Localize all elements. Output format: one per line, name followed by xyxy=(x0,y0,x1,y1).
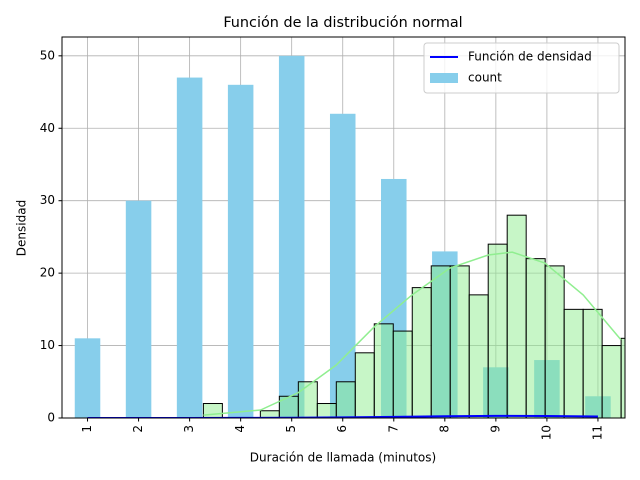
y-tick-label: 20 xyxy=(40,266,55,280)
x-axis-label: Duración de llamada (minutos) xyxy=(250,451,436,465)
bar xyxy=(74,338,101,418)
legend-box xyxy=(423,42,620,94)
y-axis-label: Densidad xyxy=(15,200,29,256)
bar xyxy=(176,77,203,418)
histogram-bar xyxy=(373,323,394,418)
line xyxy=(203,251,622,416)
histogram-bar xyxy=(411,287,432,418)
plot-area xyxy=(74,55,625,418)
histogram-bar xyxy=(354,352,375,418)
bar xyxy=(329,113,356,418)
bar xyxy=(125,200,152,418)
legend: Función de densidad count xyxy=(423,42,620,94)
x-tick-label: 8 xyxy=(437,425,451,433)
histogram-bar xyxy=(449,265,470,418)
histogram-bar xyxy=(297,381,318,418)
legend-patch xyxy=(430,73,458,83)
histogram-bar xyxy=(620,337,625,418)
histogram-bar xyxy=(544,265,565,418)
histogram-bar xyxy=(202,403,223,418)
x-tick-label: 4 xyxy=(233,425,247,433)
x-tick-label: 7 xyxy=(386,425,400,433)
bar xyxy=(278,55,305,418)
histogram-bar xyxy=(468,294,489,418)
histogram-bar xyxy=(392,330,413,418)
x-tick-label: 6 xyxy=(335,425,349,433)
y-tick-label: 40 xyxy=(40,121,55,135)
axes-frame xyxy=(61,36,626,419)
x-tick-label: 5 xyxy=(284,425,298,433)
bar xyxy=(227,84,254,418)
y-tick-label: 0 xyxy=(47,411,55,425)
legend-label: Función de densidad xyxy=(468,50,592,64)
x-tick-label: 3 xyxy=(182,425,196,433)
y-tick-label: 10 xyxy=(40,338,55,352)
histogram-bar xyxy=(487,243,508,418)
y-tick-label: 30 xyxy=(40,193,55,207)
histogram-bar xyxy=(525,258,546,418)
chart-title: Función de la distribución normal xyxy=(223,15,462,31)
axes: 0 10 20 30 40 50 1 2 3 4 5 6 7 8 9 10 11 xyxy=(40,48,605,440)
x-tick-label: 1 xyxy=(80,425,94,433)
x-tick-label: 9 xyxy=(488,425,502,433)
x-tick-label: 10 xyxy=(539,425,553,440)
histogram-bar xyxy=(430,265,451,418)
x-tick-label: 11 xyxy=(590,425,604,440)
histogram-bar xyxy=(601,345,622,418)
y-tick-label: 50 xyxy=(40,48,55,62)
legend-label: count xyxy=(468,71,502,85)
x-tick-label: 2 xyxy=(131,425,145,433)
histogram-bar xyxy=(316,403,337,418)
histogram-bar xyxy=(506,214,527,418)
line xyxy=(87,414,598,418)
histogram-bar xyxy=(335,381,356,418)
histogram-bar xyxy=(582,308,603,418)
histogram-bar xyxy=(563,308,584,418)
